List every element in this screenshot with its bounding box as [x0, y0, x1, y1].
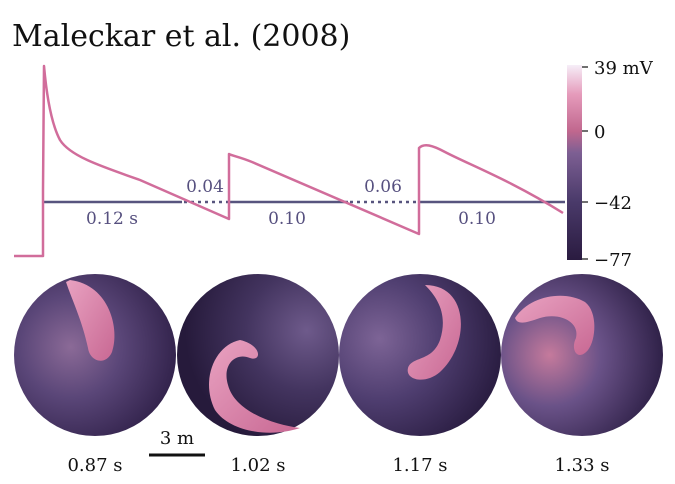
apd-label-3: 0.10 [458, 209, 496, 229]
figure-title: Maleckar et al. (2008) [12, 19, 350, 54]
tissue-disc-3 [339, 274, 501, 436]
apd-label-1: 0.12 s [86, 209, 138, 229]
snapshot-2 [177, 274, 339, 436]
tissue-disc-2 [177, 274, 339, 436]
colorbar-label-0: 0 [594, 122, 605, 143]
snapshot-time-1: 0.87 s [67, 455, 122, 476]
scale-bar: 3 m [149, 428, 205, 457]
di-label-1: 0.04 [186, 177, 224, 197]
colorbar-label-minus77: −77 [594, 250, 632, 271]
action-potential-trace [14, 64, 564, 258]
colorbar-label-minus42: −42 [594, 193, 632, 214]
spiral-wave-4 [515, 295, 595, 355]
colorbar-label-39: 39 mV [594, 58, 654, 79]
snapshot-3 [339, 274, 501, 436]
colorbar-gradient [567, 65, 582, 260]
snapshot-1 [14, 274, 176, 436]
snapshot-time-4: 1.33 s [554, 455, 609, 476]
spiral-wave-2 [209, 340, 300, 433]
apd-label-2: 0.10 [268, 209, 306, 229]
scale-bar-label: 3 m [160, 428, 194, 449]
voltage-trace-panel: 0.12 s 0.10 0.10 0.04 0.06 [14, 64, 565, 258]
snapshot-time-3: 1.17 s [392, 455, 447, 476]
spiral-wave-3 [407, 285, 461, 380]
spiral-wave-1 [66, 280, 115, 361]
di-label-2: 0.06 [364, 177, 402, 197]
tissue-disc-4 [501, 274, 663, 436]
snapshot-4 [501, 274, 663, 436]
colorbar: 39 mV 0 −42 −77 [567, 58, 654, 271]
snapshot-time-2: 1.02 s [230, 455, 285, 476]
